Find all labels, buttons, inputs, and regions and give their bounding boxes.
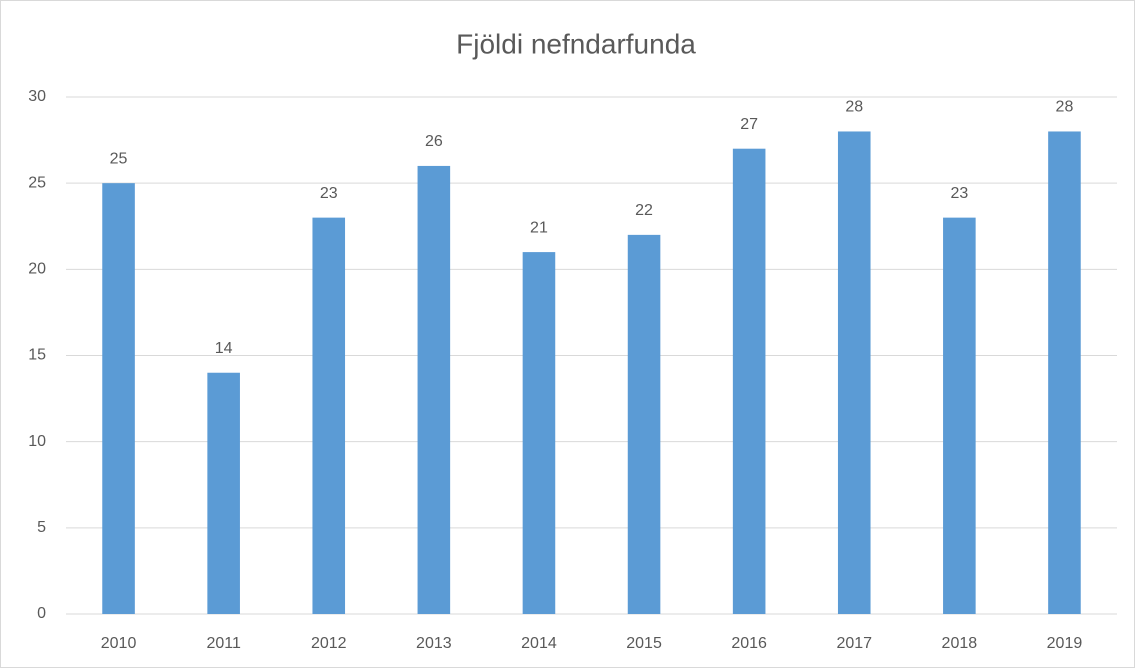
data-label: 28 xyxy=(1056,99,1074,116)
data-label: 23 xyxy=(950,185,968,202)
data-label: 28 xyxy=(845,99,863,116)
data-label: 23 xyxy=(320,185,338,202)
x-tick-label: 2016 xyxy=(731,635,767,652)
y-tick-label: 25 xyxy=(28,174,46,191)
y-tick-label: 15 xyxy=(28,347,46,364)
x-tick-label: 2012 xyxy=(311,635,347,652)
x-tick-label: 2018 xyxy=(942,635,978,652)
y-tick-label: 5 xyxy=(37,519,46,536)
bar xyxy=(732,148,766,614)
y-tick-label: 10 xyxy=(28,433,46,450)
data-label: 26 xyxy=(425,133,443,150)
y-tick-label: 30 xyxy=(28,88,46,105)
y-tick-label: 20 xyxy=(28,261,46,278)
bar xyxy=(943,217,976,614)
data-label: 22 xyxy=(635,202,653,219)
bar xyxy=(1048,131,1081,614)
bar xyxy=(102,183,135,614)
bar xyxy=(627,234,661,614)
x-tick-label: 2010 xyxy=(101,635,137,652)
x-tick-label: 2015 xyxy=(626,635,662,652)
chart-title: Fjöldi nefndarfunda xyxy=(456,28,696,59)
bar xyxy=(312,217,346,614)
x-tick-label: 2013 xyxy=(416,635,452,652)
bar xyxy=(417,165,451,614)
x-tick-label: 2011 xyxy=(206,635,241,652)
data-label: 14 xyxy=(215,340,233,357)
bar xyxy=(522,252,556,614)
x-tick-label: 2019 xyxy=(1047,635,1083,652)
data-label: 25 xyxy=(110,150,128,167)
data-label: 27 xyxy=(740,116,758,133)
x-tick-label: 2014 xyxy=(521,635,557,652)
bar xyxy=(837,131,871,614)
bar xyxy=(207,372,240,614)
y-tick-label: 0 xyxy=(37,605,46,622)
x-tick-label: 2017 xyxy=(836,635,872,652)
data-label: 21 xyxy=(530,219,548,236)
